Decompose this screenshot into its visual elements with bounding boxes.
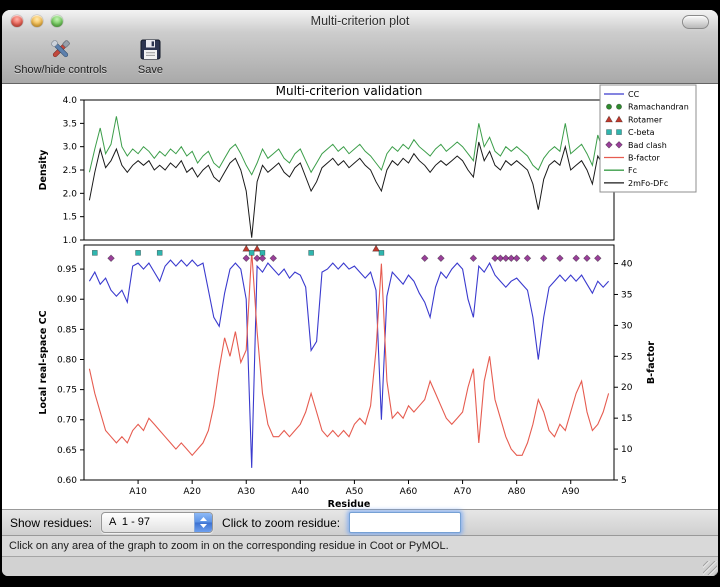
y-axis-label-bfactor: B-factor (646, 341, 657, 384)
svg-text:40: 40 (621, 260, 633, 270)
zoom-residue-input[interactable] (349, 512, 462, 533)
series-line-Fc (88, 116, 609, 176)
popup-stepper-icon (194, 513, 213, 532)
series-line-CC (88, 259, 610, 468)
svg-text:A10: A10 (129, 487, 147, 497)
titlebar[interactable]: Multi-criterion plot (2, 10, 718, 32)
svg-text:0.75: 0.75 (57, 386, 77, 396)
residue-range-value: A 1 - 97 (109, 516, 151, 528)
svg-text:0.85: 0.85 (57, 325, 77, 335)
chart-legend: CC Ramachandran Rotamer C-beta Bad clash B-fa… (599, 84, 697, 193)
y-axis-label-cc: Local real-space CC (38, 310, 49, 414)
svg-text:10: 10 (621, 445, 633, 455)
x-axis-label: Residue (328, 499, 371, 509)
svg-text:Fc: Fc (628, 166, 637, 175)
svg-text:Bad clash: Bad clash (628, 141, 667, 150)
svg-text:A70: A70 (454, 487, 472, 497)
svg-text:1.0: 1.0 (63, 236, 78, 246)
show-residues-label: Show residues: (10, 515, 93, 530)
series-line-B-factor (88, 251, 610, 457)
svg-text:5: 5 (621, 476, 627, 486)
svg-text:0.90: 0.90 (57, 295, 77, 305)
svg-text:C-beta: C-beta (628, 128, 655, 137)
svg-text:B-factor: B-factor (628, 154, 661, 163)
marker-group-bad-clash (107, 254, 602, 262)
plot-svg[interactable]: Multi-criterion validation 1.0 1.5 2.0 2.5 3.… (2, 84, 718, 509)
svg-text:30: 30 (621, 321, 633, 331)
toolbar: Show/hide controls Save (2, 32, 718, 84)
svg-text:1.5: 1.5 (63, 213, 77, 223)
tools-icon (47, 36, 74, 63)
svg-text:2.0: 2.0 (63, 189, 78, 199)
save-icon (137, 36, 164, 63)
svg-text:0.80: 0.80 (57, 355, 77, 365)
svg-text:A30: A30 (237, 487, 255, 497)
svg-text:4.0: 4.0 (63, 96, 78, 106)
svg-text:15: 15 (621, 414, 632, 424)
series-line-2mFo-DFc (88, 141, 609, 238)
zoom-residue-label: Click to zoom residue: (222, 515, 341, 530)
marker-group-rotamer (242, 244, 380, 252)
window-footer (2, 557, 718, 576)
svg-text:A80: A80 (508, 487, 526, 497)
close-button[interactable] (11, 15, 23, 27)
status-bar: Click on any area of the graph to zoom i… (2, 536, 718, 557)
chart-title: Multi-criterion validation (276, 84, 423, 98)
svg-text:Rotamer: Rotamer (628, 115, 663, 124)
svg-text:0.95: 0.95 (57, 265, 77, 275)
svg-text:A50: A50 (346, 487, 364, 497)
minimize-button[interactable] (31, 15, 43, 27)
svg-text:A20: A20 (183, 487, 201, 497)
svg-text:35: 35 (621, 290, 632, 300)
svg-text:0.70: 0.70 (57, 416, 77, 426)
svg-text:0.60: 0.60 (57, 476, 77, 486)
svg-text:2mFo-DFc: 2mFo-DFc (628, 179, 668, 188)
y-axis-label-density: Density (38, 149, 49, 191)
toolbar-toggle-button[interactable] (682, 15, 709, 29)
svg-text:3.5: 3.5 (63, 119, 77, 129)
window-title: Multi-criterion plot (310, 14, 410, 28)
svg-text:25: 25 (621, 352, 632, 362)
svg-text:A60: A60 (400, 487, 418, 497)
chart-axes: 1.0 1.5 2.0 2.5 3.0 3.5 4.0 0.60 0.65 0.70 0.75 0.8… (38, 96, 657, 509)
app-window: Multi-criterion plot Show/hide controls (2, 10, 718, 576)
svg-text:Ramachandran: Ramachandran (628, 103, 689, 112)
svg-text:20: 20 (621, 383, 633, 393)
svg-text:0.65: 0.65 (57, 446, 77, 456)
svg-text:A90: A90 (562, 487, 580, 497)
svg-text:A40: A40 (292, 487, 310, 497)
residue-range-select[interactable]: A 1 - 97 (101, 512, 214, 533)
status-text: Click on any area of the graph to zoom i… (9, 540, 449, 552)
svg-text:2.5: 2.5 (63, 166, 77, 176)
marker-group-c-beta (92, 250, 385, 256)
zoom-button[interactable] (51, 15, 63, 27)
toolbar-button-label: Save (137, 64, 163, 76)
controls-bar: Show residues: A 1 - 97 Click to zoom re… (2, 509, 718, 536)
chart-series (88, 116, 610, 468)
plot-area: Multi-criterion validation 1.0 1.5 2.0 2.5 3.… (2, 84, 718, 509)
toolbar-button-label: Show/hide controls (14, 64, 107, 76)
save-button[interactable]: Save (137, 36, 164, 76)
traffic-lights (2, 15, 63, 27)
resize-grip[interactable] (703, 561, 717, 575)
svg-text:3.0: 3.0 (63, 143, 78, 153)
show-hide-controls-button[interactable]: Show/hide controls (14, 36, 107, 76)
svg-text:CC: CC (628, 90, 640, 99)
